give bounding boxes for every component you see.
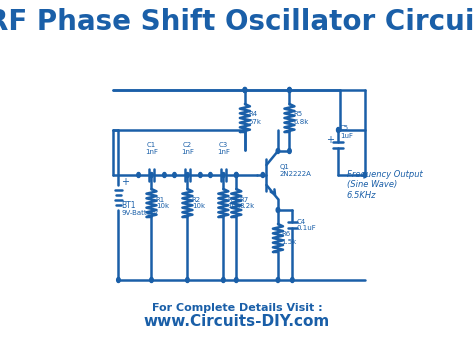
Circle shape [235,277,238,283]
Text: Q1
2N2222A: Q1 2N2222A [279,164,311,176]
Circle shape [186,277,189,283]
Circle shape [243,127,246,132]
Circle shape [137,172,140,177]
Circle shape [173,172,176,177]
Text: C4
0.1uF: C4 0.1uF [297,218,316,232]
Circle shape [243,88,246,93]
Circle shape [209,172,212,177]
Text: RF Phase Shift Oscillator Circuit: RF Phase Shift Oscillator Circuit [0,8,474,36]
Circle shape [117,277,120,283]
Circle shape [276,277,280,283]
Text: C3
1nF: C3 1nF [217,142,230,155]
Circle shape [235,172,238,177]
Circle shape [199,172,202,177]
Circle shape [163,172,166,177]
Circle shape [363,172,367,177]
Circle shape [276,208,280,213]
Circle shape [150,172,153,177]
Text: For Complete Details Visit :: For Complete Details Visit : [152,303,322,313]
Text: R3
10k: R3 10k [228,196,241,210]
Circle shape [186,172,189,177]
Text: www.Circuits-DIY.com: www.Circuits-DIY.com [144,314,330,330]
Text: BT1: BT1 [121,200,136,210]
Circle shape [221,277,225,283]
Text: +: + [120,177,128,187]
Text: 9V-Battery: 9V-Battery [121,210,158,216]
Circle shape [150,277,153,283]
Circle shape [235,172,238,177]
Text: R6
1.5k: R6 1.5k [282,232,297,244]
Circle shape [276,148,280,153]
Circle shape [221,172,225,177]
Text: R7
8.2k: R7 8.2k [240,196,255,210]
Circle shape [261,172,264,177]
Circle shape [288,148,291,153]
Text: Frequency Output
(Sine Wave)
6.5KHz: Frequency Output (Sine Wave) 6.5KHz [347,170,423,200]
Text: C2
1nF: C2 1nF [181,142,194,155]
Circle shape [288,88,291,93]
Text: C5
1uF: C5 1uF [340,125,353,139]
Circle shape [243,88,246,93]
Circle shape [288,88,291,93]
Circle shape [291,277,294,283]
Text: R5
6.8k: R5 6.8k [293,112,309,124]
Text: C1
1nF: C1 1nF [145,142,158,155]
Text: R4
57k: R4 57k [248,112,262,124]
Circle shape [337,127,340,132]
Text: +: + [326,135,334,145]
Text: R1
10k: R1 10k [156,196,169,210]
Text: R2
10k: R2 10k [191,196,205,210]
